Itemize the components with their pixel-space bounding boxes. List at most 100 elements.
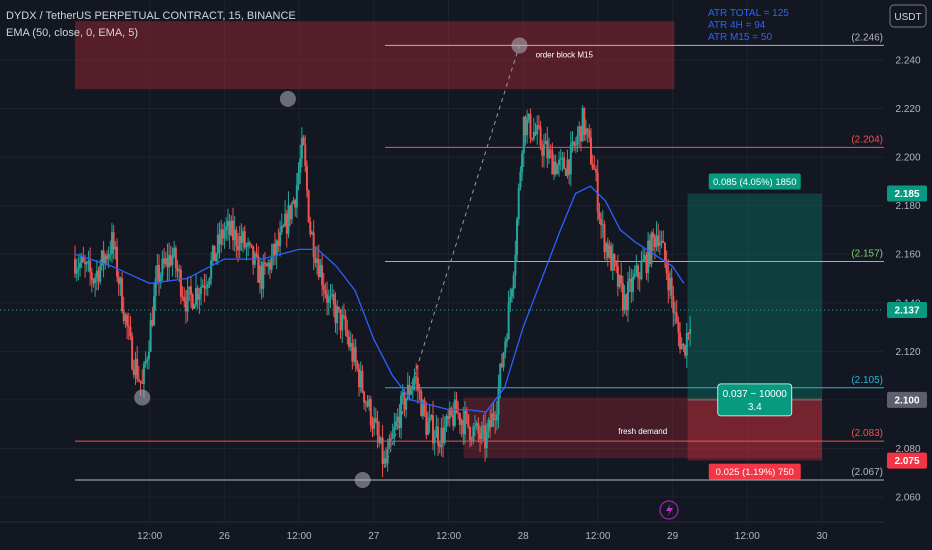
currency-button[interactable]: USDT	[889, 4, 927, 28]
candle-body	[272, 244, 275, 256]
candle	[265, 262, 268, 267]
candle-body	[640, 261, 643, 279]
candle	[516, 216, 519, 262]
level-label: (2.157)	[851, 249, 883, 260]
candle	[174, 245, 177, 278]
order-block-zone	[75, 21, 675, 90]
candle-body	[235, 229, 238, 247]
candle-body	[247, 242, 250, 247]
candle-body	[485, 431, 488, 449]
candle-body	[563, 157, 566, 170]
candle-body	[215, 253, 218, 262]
candle	[658, 230, 661, 255]
candle	[326, 281, 329, 316]
candle	[531, 137, 534, 142]
candle-body	[90, 272, 93, 281]
candle-body	[584, 128, 587, 135]
candle	[615, 260, 618, 273]
candle-body	[437, 426, 440, 446]
candle-body	[579, 126, 582, 142]
price-badge: 2.185	[887, 185, 927, 202]
candle-body	[240, 235, 243, 243]
candle	[284, 199, 287, 227]
candle	[322, 272, 325, 302]
candle	[274, 232, 277, 265]
candle-body	[95, 270, 98, 278]
candle-body	[558, 159, 561, 165]
candle	[462, 406, 465, 445]
price-badge: 2.100	[887, 391, 927, 408]
candle	[541, 140, 544, 168]
candle-body	[147, 351, 150, 359]
level-label: (2.083)	[851, 428, 883, 439]
candle	[395, 413, 398, 431]
candle	[598, 202, 601, 224]
candle-body	[479, 433, 482, 440]
candle	[463, 401, 466, 445]
candle	[371, 416, 374, 438]
candle	[216, 223, 219, 265]
candle-body	[181, 296, 184, 298]
candle-body	[569, 144, 572, 175]
candle	[386, 439, 389, 472]
candle	[363, 390, 366, 410]
lightning-icon-button[interactable]	[659, 500, 679, 520]
swing-marker	[511, 37, 528, 54]
candle	[235, 226, 238, 258]
candle-body	[309, 221, 312, 235]
candle	[379, 436, 382, 445]
price-axis[interactable]: 2.2402.2202.2002.1802.1602.1402.1202.100…	[884, 0, 932, 550]
candle-body	[606, 243, 609, 258]
candle	[588, 124, 591, 143]
candle	[492, 402, 495, 428]
candle-body	[519, 171, 522, 188]
candle-body	[156, 264, 159, 279]
candle-body	[282, 225, 285, 227]
candle	[675, 299, 678, 324]
candle-body	[472, 426, 475, 441]
candle-body	[280, 225, 283, 233]
candle	[546, 126, 549, 169]
candle	[663, 242, 666, 268]
price-tick-label: 2.180	[895, 201, 920, 212]
candle	[605, 241, 608, 261]
candle	[628, 266, 631, 293]
candle	[342, 303, 345, 320]
candle-body	[89, 260, 92, 273]
candle	[331, 284, 334, 301]
time-axis[interactable]: 12:00 26 12:00 27 12:00 28 12:00 29 12:00 30	[0, 521, 884, 542]
candle-body	[321, 265, 324, 286]
candle	[482, 414, 485, 442]
candle	[499, 362, 502, 399]
candle	[189, 275, 192, 308]
candle	[179, 265, 182, 305]
candle	[200, 277, 203, 306]
candle-body	[339, 309, 342, 331]
candle	[196, 285, 199, 310]
candle	[116, 238, 119, 282]
candle	[339, 308, 342, 339]
time-tick-label: 12:00	[735, 531, 760, 542]
candle-body	[373, 418, 376, 429]
time-tick-label: 27	[368, 531, 380, 542]
candle	[433, 430, 436, 456]
candle	[445, 413, 448, 432]
candle-body	[353, 347, 356, 362]
candle-body	[173, 247, 176, 256]
candle-body	[226, 221, 229, 227]
candle	[398, 404, 401, 438]
candle	[358, 363, 361, 397]
candle-body	[152, 296, 155, 326]
candle	[527, 113, 530, 124]
candle	[119, 276, 122, 297]
candle	[270, 243, 273, 274]
candle	[336, 300, 339, 335]
candle	[682, 342, 685, 353]
candle	[635, 254, 638, 277]
candle-body	[626, 281, 629, 311]
candle-body	[139, 380, 142, 383]
candle	[347, 329, 350, 351]
candle	[309, 216, 312, 238]
candle	[512, 271, 515, 299]
